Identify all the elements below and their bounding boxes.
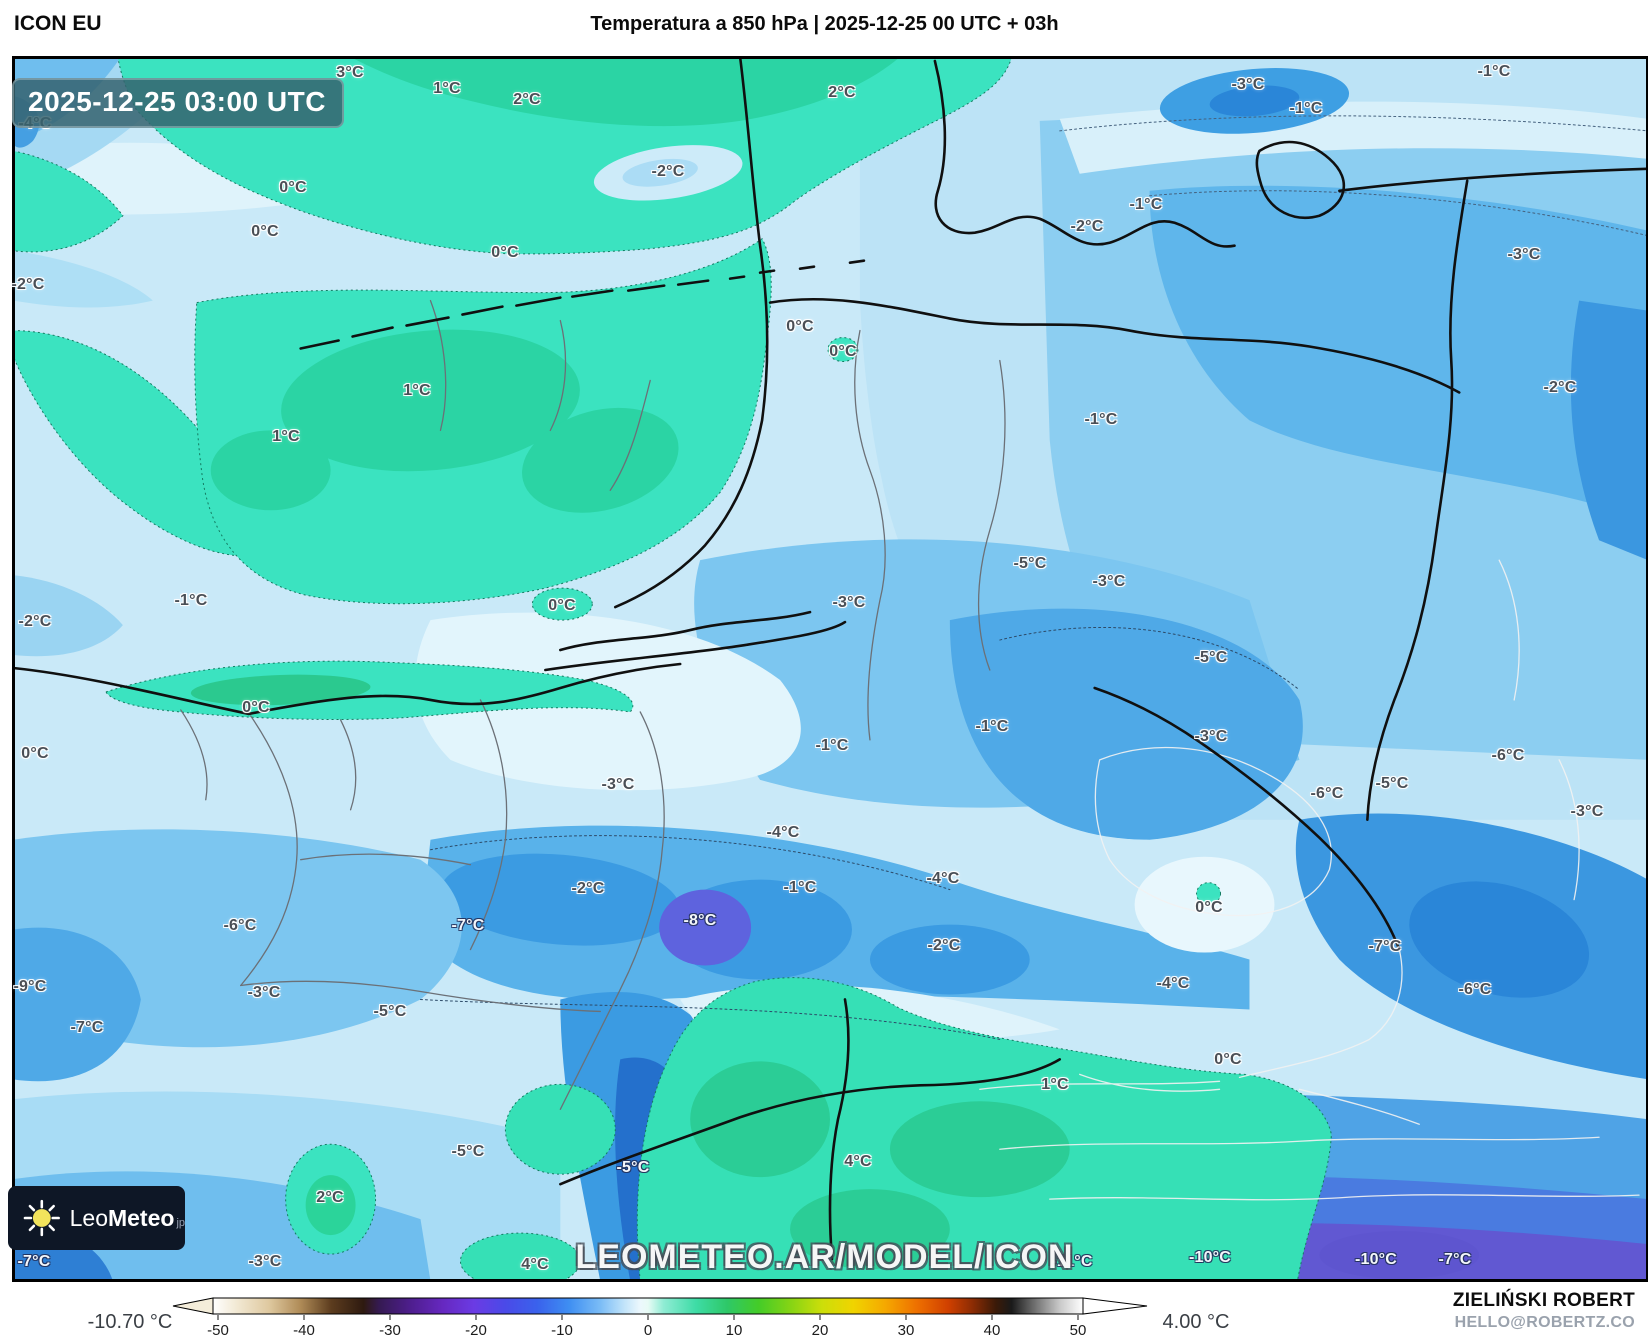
colorbar-min-label: -10.70 °C [88,1311,173,1333]
svg-text:-50: -50 [207,1322,229,1338]
svg-text:30: 30 [898,1322,915,1338]
warm-regions [13,57,1332,1281]
svg-text:-20: -20 [465,1322,487,1338]
colorbar-ticks: -50 -40 -30 -20 -10 0 10 20 30 40 50 [207,1315,1086,1338]
svg-text:20: 20 [812,1322,829,1338]
svg-text:-40: -40 [293,1322,315,1338]
author-contact: HELLO@ROBERTZ.CO [1454,1313,1635,1331]
map-canvas [13,57,1647,1281]
svg-text:-10: -10 [551,1322,573,1338]
colorbar-gradient-bar [212,1297,1084,1315]
author-name: ZIELIŃSKI ROBERT [1452,1290,1635,1311]
colorbar-max-label: 4.00 °C [1163,1311,1230,1333]
page-title: Temperatura a 850 hPa | 2025-12-25 00 UT… [590,13,1059,35]
colorbar: -50 -40 -30 -20 -10 0 10 20 30 40 50 -10.70 °C 4.0… [88,1297,1230,1338]
leometeo-logo: LeoMeteo jp [8,1186,185,1250]
colorbar-right-arrow [1082,1297,1148,1315]
model-name: ICON EU [14,12,102,35]
svg-text:0: 0 [644,1322,652,1338]
svg-text:40: 40 [984,1322,1001,1338]
logo-text: LeoMeteo jp [69,1204,185,1231]
watermark: LEOMETEO.AR/MODEL/ICON [575,1238,1074,1276]
svg-text:10: 10 [726,1322,743,1338]
contour-lines [13,57,1647,1261]
svg-text:-30: -30 [379,1322,401,1338]
timestamp-badge: 2025-12-25 03:00 UTC [12,78,344,128]
weather-map [12,56,1648,1282]
sun-icon [23,1199,60,1237]
svg-text:50: 50 [1070,1322,1087,1338]
credits: ZIELIŃSKI ROBERT HELLO@ROBERTZ.CO [1453,1290,1635,1332]
colorbar-left-arrow [172,1297,214,1315]
